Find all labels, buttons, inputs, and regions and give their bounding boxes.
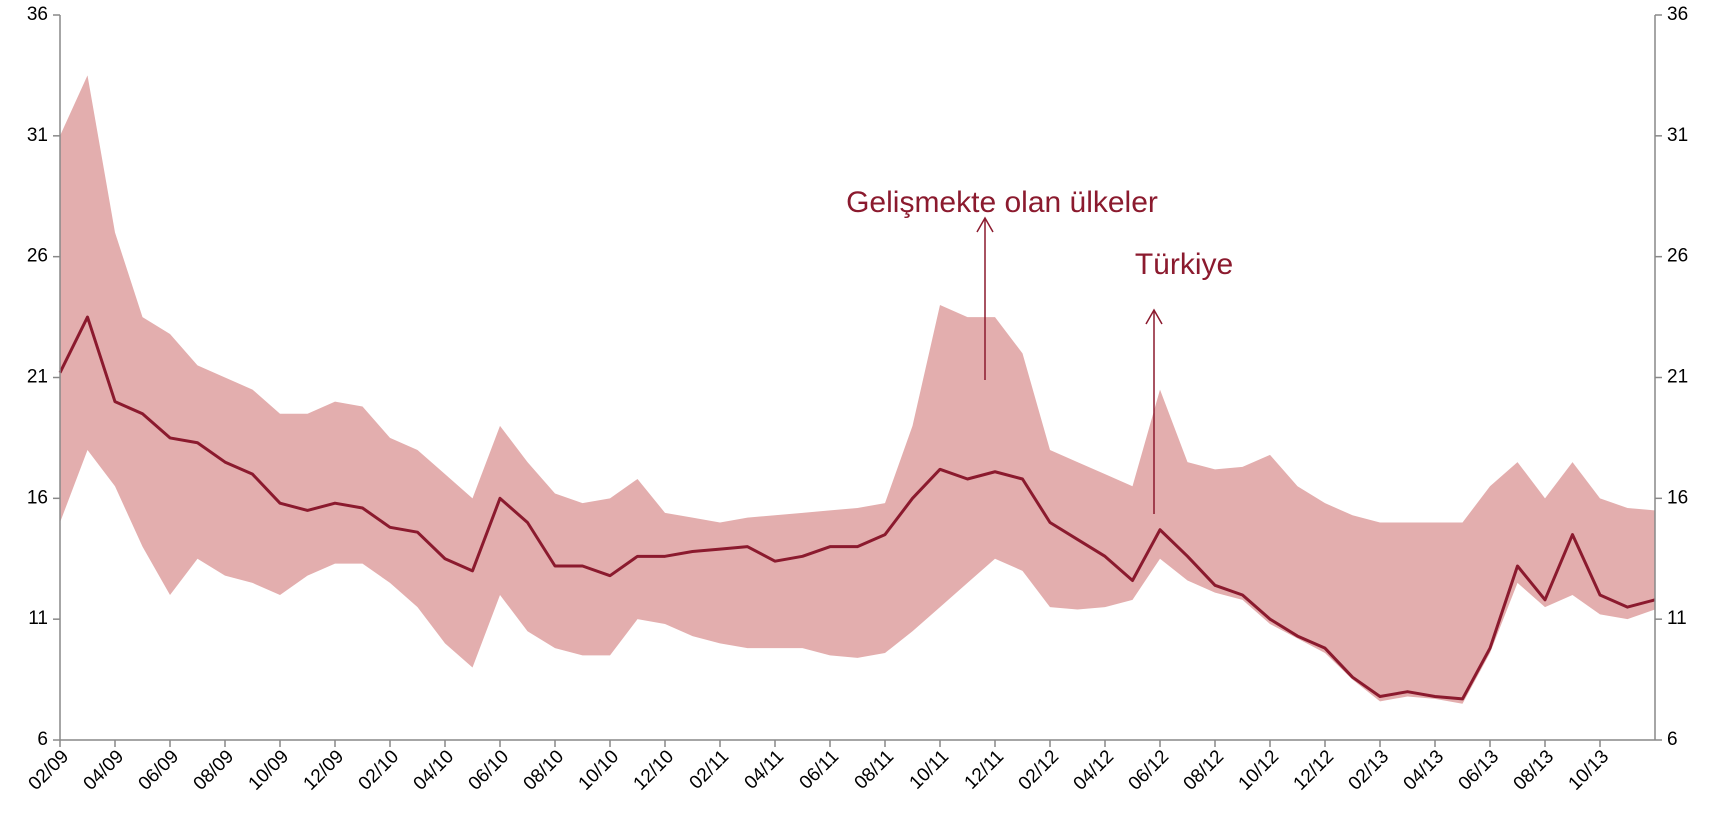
x-tick-label: 12/12 (1290, 746, 1338, 794)
x-tick-label: 06/13 (1455, 746, 1503, 794)
y-tick-label: 36 (27, 4, 48, 25)
annotation-arrowhead (976, 216, 994, 233)
x-tick-label: 04/09 (80, 746, 128, 794)
y2-tick-label: 36 (1667, 4, 1688, 25)
x-tick-label: 04/12 (1070, 746, 1118, 794)
x-tick-label: 04/13 (1400, 746, 1448, 794)
y2-tick-label: 11 (1667, 608, 1687, 629)
range-band (60, 75, 1655, 704)
x-tick-label: 12/09 (300, 746, 348, 794)
x-tick-label: 10/10 (575, 746, 623, 794)
y-tick-label: 11 (28, 608, 48, 629)
plot-area: 6 11 16 21 26 31 36 6 11 16 21 26 31 36 02/09 04/09 06/0… (25, 4, 1689, 795)
x-tick-label: 04/11 (741, 746, 788, 793)
y2-tick-label: 16 (1667, 487, 1688, 508)
y2-tick-label: 26 (1667, 246, 1688, 267)
x-tick-label: 10/12 (1235, 746, 1283, 794)
y-tick-label: 26 (27, 246, 48, 267)
x-tick-label: 06/09 (135, 746, 183, 794)
y2-tick-label: 21 (1667, 367, 1688, 388)
y-tick-label: 21 (27, 367, 48, 388)
x-tick-label: 08/11 (851, 746, 898, 793)
annotation-arrowhead (1145, 308, 1163, 325)
x-tick-label: 10/11 (906, 746, 953, 793)
y-tick-label: 31 (27, 125, 48, 146)
x-tick-label: 08/12 (1180, 746, 1228, 794)
band-label: Gelişmekte olan ülkeler (846, 186, 1158, 219)
x-tick-label: 02/10 (355, 746, 403, 794)
y-tick-label: 16 (27, 487, 48, 508)
y-tick-label: 6 (37, 729, 48, 750)
x-tick-label: 02/09 (25, 746, 73, 794)
y2-tick-label: 6 (1667, 729, 1678, 750)
x-tick-label: 08/13 (1510, 746, 1558, 794)
x-tick-label: 12/11 (961, 746, 1008, 793)
x-tick-label: 12/10 (630, 746, 678, 794)
x-tick-label: 06/11 (796, 746, 843, 793)
line (58, 315, 1656, 701)
series-label: Türkiye (1135, 248, 1233, 281)
x-tick-label: 06/12 (1125, 746, 1173, 794)
x-tick-label: 02/12 (1015, 746, 1063, 794)
x-tick-label: 08/09 (190, 746, 238, 794)
x-tick-label: 08/10 (520, 746, 568, 794)
x-tick-label: 10/13 (1565, 746, 1613, 794)
y2-tick-label: 31 (1667, 125, 1688, 146)
x-tick-label: 04/10 (410, 746, 458, 794)
x-tick-label: 06/10 (465, 746, 513, 794)
x-tick-label: 02/13 (1345, 746, 1393, 794)
x-tick-label: 10/09 (245, 746, 293, 794)
x-tick-label: 02/11 (686, 746, 733, 793)
